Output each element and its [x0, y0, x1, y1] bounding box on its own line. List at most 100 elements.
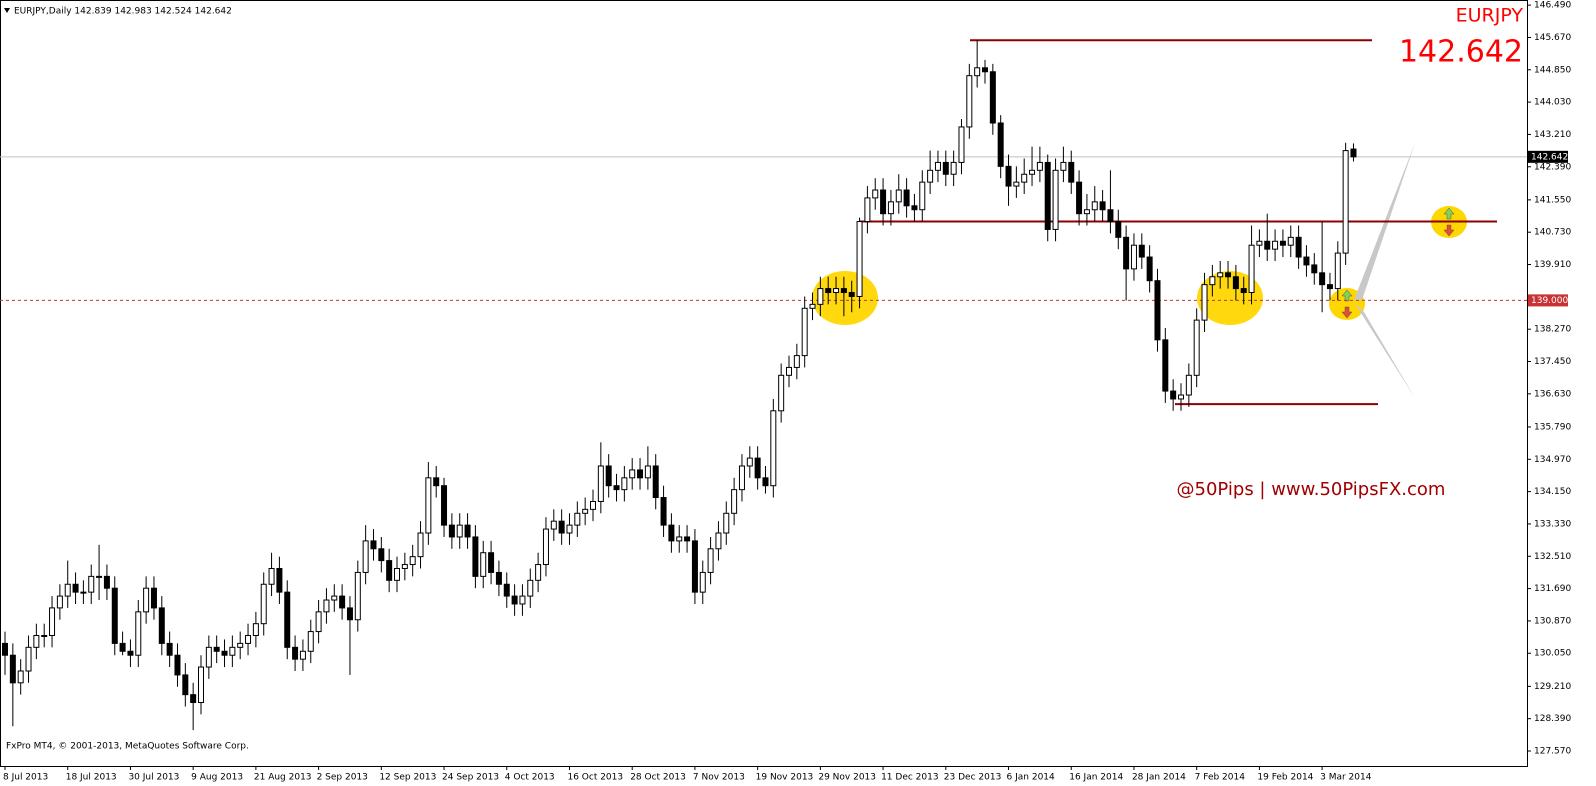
candle-body — [840, 288, 847, 294]
candle-body — [668, 524, 675, 542]
candle-body — [1076, 181, 1083, 215]
candle-body — [64, 583, 71, 597]
candle-body — [848, 292, 855, 297]
y-tick-label: 138.270 — [1534, 325, 1571, 335]
projection-wedge — [1354, 302, 1415, 398]
candle-body — [1052, 169, 1059, 230]
candle-body — [472, 536, 479, 577]
candle-body — [762, 477, 769, 487]
candle-body — [825, 288, 832, 294]
candle-body — [268, 567, 275, 585]
candle-body — [331, 595, 338, 601]
x-tick-label: 11 Dec 2013 — [881, 773, 939, 783]
candle-body — [103, 575, 110, 589]
candle-body — [872, 189, 879, 199]
candle-body — [942, 161, 949, 175]
candle-body — [190, 694, 197, 704]
x-tick-label: 6 Jan 2014 — [1007, 773, 1055, 783]
candle-body — [339, 595, 346, 609]
x-tick-label: 23 Dec 2013 — [944, 773, 1002, 783]
plot-border — [0, 0, 1528, 767]
candle-body — [448, 524, 455, 538]
candle-body — [292, 646, 299, 660]
x-tick-label: 7 Nov 2013 — [693, 773, 745, 783]
candle-body — [488, 552, 495, 573]
candle-body — [770, 410, 777, 487]
candle-body — [72, 583, 79, 593]
candle-body — [731, 489, 738, 514]
candle-body — [433, 477, 440, 487]
y-tick-label: 134.150 — [1534, 487, 1571, 497]
candle-body — [723, 512, 730, 534]
candle-body — [33, 635, 40, 648]
candle-body — [1240, 288, 1247, 294]
candle-body — [793, 355, 800, 368]
price-label: 142.642 — [1399, 35, 1523, 70]
candle-body — [786, 366, 792, 376]
candle-body — [605, 465, 612, 487]
candle-body — [299, 650, 306, 660]
candle-body — [1342, 150, 1349, 254]
candle-body — [441, 485, 448, 526]
candle-body — [362, 540, 369, 573]
candle-body — [982, 67, 988, 73]
candle-body — [1350, 148, 1357, 158]
candle-body — [401, 564, 408, 569]
candle-body — [754, 457, 761, 479]
y-tick-label: 130.870 — [1534, 616, 1571, 626]
candle-body — [213, 646, 220, 652]
y-tick-label: 128.390 — [1534, 714, 1571, 724]
x-tick-label: 16 Jan 2014 — [1069, 773, 1123, 783]
x-tick-label: 3 Mar 2014 — [1320, 773, 1372, 783]
candle-body — [456, 524, 463, 538]
bid-marker — [1528, 150, 1568, 163]
y-tick-label: 146.490 — [1534, 1, 1571, 11]
candle-body — [1029, 169, 1036, 175]
candle-body — [41, 635, 48, 638]
candle-body — [934, 161, 941, 171]
candle-body — [1036, 161, 1043, 171]
candle-body — [394, 567, 400, 581]
x-tick-label: 28 Jan 2014 — [1132, 773, 1186, 783]
candle-body — [974, 67, 981, 77]
candle-body — [1272, 240, 1279, 250]
candle-body — [1319, 272, 1326, 286]
candle-body — [25, 646, 32, 672]
candle-body — [143, 587, 150, 613]
candle-body — [691, 540, 698, 593]
candle-body — [1083, 209, 1090, 215]
symbol: EURJPY — [1456, 5, 1524, 27]
candle-body — [833, 288, 840, 294]
candle-body — [676, 536, 683, 542]
candle-body — [198, 666, 204, 704]
candle-body — [284, 591, 291, 648]
candle-body — [535, 564, 542, 581]
candle-body — [9, 654, 16, 684]
candle-body — [135, 611, 142, 656]
arrow-up — [1341, 289, 1353, 302]
candle-body — [966, 75, 973, 128]
y-tick-label: 145.670 — [1534, 33, 1571, 43]
candle-body — [205, 646, 212, 668]
candle-body — [1060, 161, 1067, 171]
candle-body — [864, 197, 871, 223]
candle-body — [464, 524, 471, 538]
level-marker — [1528, 294, 1568, 307]
candle-body — [707, 548, 714, 573]
candle-body — [1170, 390, 1177, 400]
candle-body — [245, 635, 252, 644]
candle-body — [1115, 221, 1122, 238]
candle-body — [950, 161, 957, 175]
header-icon — [4, 8, 10, 13]
x-tick-label: 9 Aug 2013 — [191, 773, 243, 783]
candle-body — [237, 642, 244, 648]
candle-body — [566, 524, 573, 534]
candle-body — [1334, 252, 1341, 290]
candle-body — [166, 642, 173, 656]
candle-body — [425, 477, 432, 534]
candle-body — [817, 288, 824, 305]
candle-body — [386, 560, 393, 581]
candle-body — [1138, 244, 1145, 258]
